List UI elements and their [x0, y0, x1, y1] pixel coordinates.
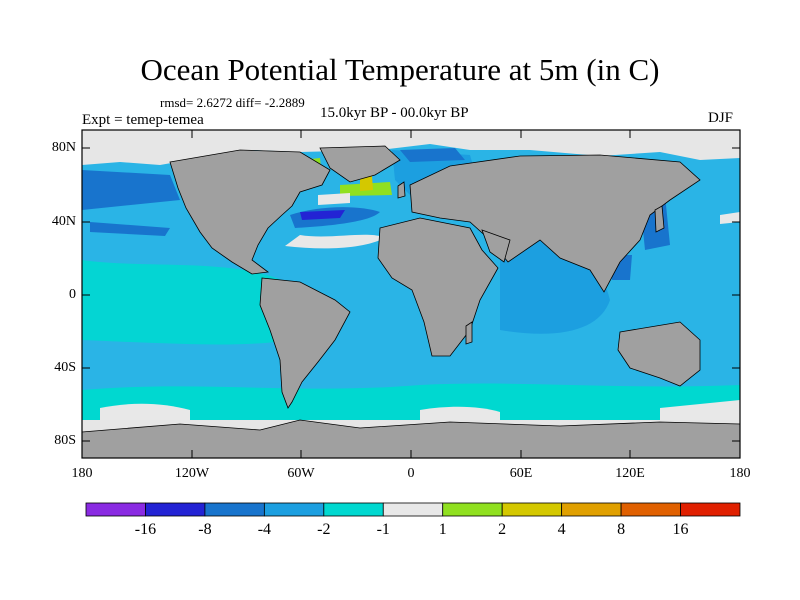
lon-tick-label: 60W	[287, 466, 315, 481]
colorbar-swatch	[323, 502, 384, 517]
colorbar-swatch	[442, 502, 503, 517]
colorbar-label: -16	[134, 521, 157, 538]
colorbar-swatch	[145, 502, 206, 517]
colorbar-label: -4	[257, 521, 272, 538]
lat-tick-label: 80N	[51, 140, 76, 155]
colorbar-label: 2	[498, 521, 507, 538]
rmsd-diff-label: rmsd= 2.6272 diff= -2.2889	[160, 95, 305, 110]
australia	[617, 321, 701, 387]
colorbar-label: 8	[617, 521, 626, 538]
colorbar	[85, 502, 741, 517]
experiment-label: Expt = temep-temea	[82, 112, 204, 128]
lat-tick-label: 80S	[54, 433, 76, 448]
madagascar	[465, 321, 473, 345]
japan	[654, 205, 665, 233]
north-america	[169, 149, 331, 275]
colorbar-swatch	[204, 502, 265, 517]
greenland	[319, 145, 401, 183]
colorbar-label: 4	[557, 521, 566, 538]
lon-tick-label: 60E	[509, 466, 533, 481]
colorbar-swatch	[85, 502, 146, 517]
lon-tick-label: 180	[71, 466, 93, 481]
colorbar-label: 16	[672, 521, 689, 538]
lon-tick-label: 120W	[174, 466, 210, 481]
arabia	[481, 229, 511, 263]
africa	[377, 217, 499, 357]
plot-title: Ocean Potential Temperature at 5m (in C)	[140, 52, 660, 87]
uk	[397, 181, 406, 199]
lat-tick-label: 40S	[54, 360, 76, 375]
period-label: 15.0kyr BP - 00.0kyr BP	[320, 105, 469, 121]
colorbar-swatch	[263, 502, 325, 517]
colorbar-label: -1	[376, 521, 390, 538]
land-masses	[81, 145, 741, 459]
colorbar-label: -8	[198, 521, 212, 538]
lon-tick-label: 0	[407, 466, 415, 481]
lat-tick-label: 0	[69, 287, 76, 302]
colorbar-swatch	[561, 502, 622, 517]
colorbar-swatch	[382, 502, 444, 517]
lon-tick-label: 180	[729, 466, 751, 481]
south-america	[259, 277, 351, 409]
colorbar-swatch	[501, 502, 563, 517]
lon-tick-label: 120E	[615, 466, 645, 481]
lat-tick-label: 40N	[51, 214, 76, 229]
season-label: DJF	[708, 110, 734, 126]
eurasia	[409, 154, 701, 293]
colorbar-swatch	[680, 502, 741, 517]
colorbar-swatch	[620, 502, 681, 517]
tick-marks	[82, 130, 740, 458]
colorbar-label: -2	[317, 521, 331, 538]
colorbar-label: 1	[438, 521, 447, 538]
